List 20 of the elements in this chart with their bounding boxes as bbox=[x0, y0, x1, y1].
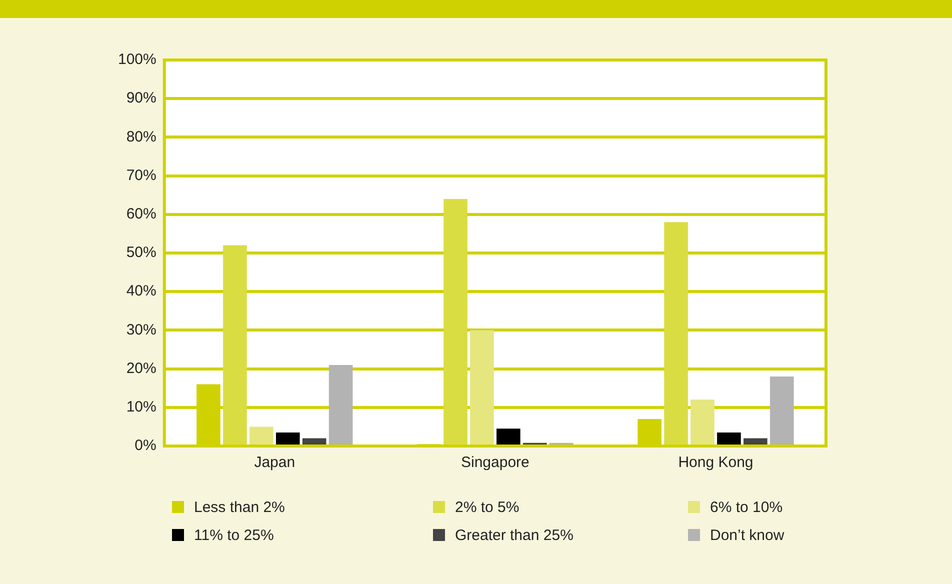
x-tick-label: Hong Kong bbox=[678, 454, 754, 472]
y-tick-label: 90% bbox=[126, 90, 156, 107]
y-tick-label: 10% bbox=[126, 398, 156, 416]
y-tick-label: 20% bbox=[126, 360, 156, 377]
y-tick-label: 50% bbox=[126, 244, 156, 262]
legend-label: 11% to 25% bbox=[194, 526, 274, 544]
legend-label: Don’t know bbox=[710, 526, 784, 544]
y-tick-label: 80% bbox=[126, 128, 156, 146]
y-tick-label: 60% bbox=[126, 206, 156, 223]
x-tick-label: Singapore bbox=[460, 454, 530, 472]
y-tick-label: 40% bbox=[126, 282, 156, 300]
y-tick-label: 70% bbox=[126, 166, 156, 184]
y-tick-label: 30% bbox=[126, 321, 156, 338]
legend-label: Greater than 25% bbox=[455, 526, 574, 544]
y-tick-label: 100% bbox=[118, 51, 156, 68]
legend-label: 6% to 10% bbox=[710, 498, 783, 516]
legend-label: 2% to 5% bbox=[455, 498, 520, 516]
x-tick-label: Japan bbox=[254, 454, 296, 472]
y-tick-label: 0% bbox=[134, 437, 156, 454]
legend-label: Less than 2% bbox=[194, 498, 285, 516]
